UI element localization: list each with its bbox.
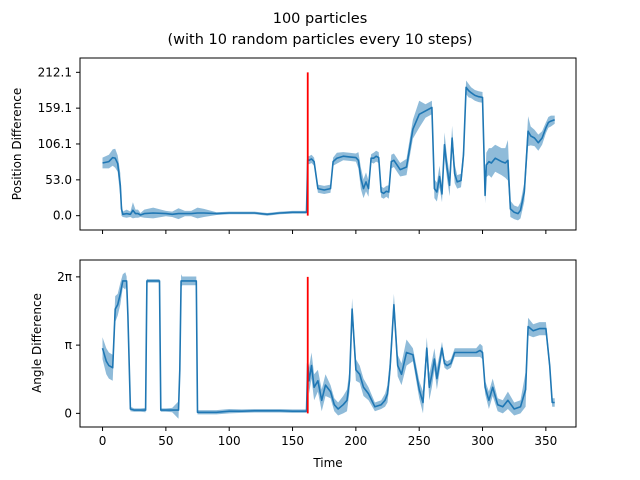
position-series-line — [102, 86, 555, 216]
x-tick-label: 300 — [471, 434, 494, 448]
y-tick-label: 106.1 — [38, 137, 72, 151]
angle-y-axis-label: Angle Difference — [30, 293, 44, 393]
y-tick-label: 2π — [57, 270, 72, 284]
y-tick-label: 0.0 — [53, 209, 72, 223]
x-tick-label: 0 — [99, 434, 107, 448]
x-axis-label: Time — [312, 456, 342, 470]
angle-panel: 0 50 100 150 200 250 300 350 0 π 2π Angle Differe… — [30, 259, 577, 470]
position-x-ticks — [102, 230, 547, 234]
angle-x-ticks: 0 50 100 150 200 250 300 350 — [99, 427, 557, 448]
position-panel: 0.0 53.0 106.1 159.1 212.1 Position Differen… — [10, 57, 577, 234]
chart-subtitle: (with 10 random particles every 10 steps… — [168, 32, 473, 48]
position-y-axis-label: Position Difference — [10, 88, 24, 200]
y-tick-label: 0 — [64, 406, 72, 420]
x-tick-label: 350 — [534, 434, 557, 448]
angle-y-ticks: 0 π 2π — [57, 270, 80, 420]
x-tick-label: 50 — [158, 434, 173, 448]
y-tick-label: 53.0 — [45, 173, 72, 187]
x-tick-label: 150 — [281, 434, 304, 448]
series-line — [101, 280, 555, 414]
series-line — [102, 86, 555, 216]
y-tick-label: 212.1 — [38, 65, 72, 79]
angle-series-line — [101, 280, 555, 414]
x-tick-label: 200 — [344, 434, 367, 448]
y-tick-label: 159.1 — [38, 101, 72, 115]
x-tick-label: 250 — [408, 434, 431, 448]
position-y-ticks: 0.0 53.0 106.1 159.1 212.1 — [38, 65, 80, 223]
angle-axes-frame — [79, 259, 577, 428]
x-tick-label: 100 — [218, 434, 241, 448]
y-tick-label: π — [65, 338, 72, 352]
chart-title: 100 particles — [273, 11, 368, 27]
